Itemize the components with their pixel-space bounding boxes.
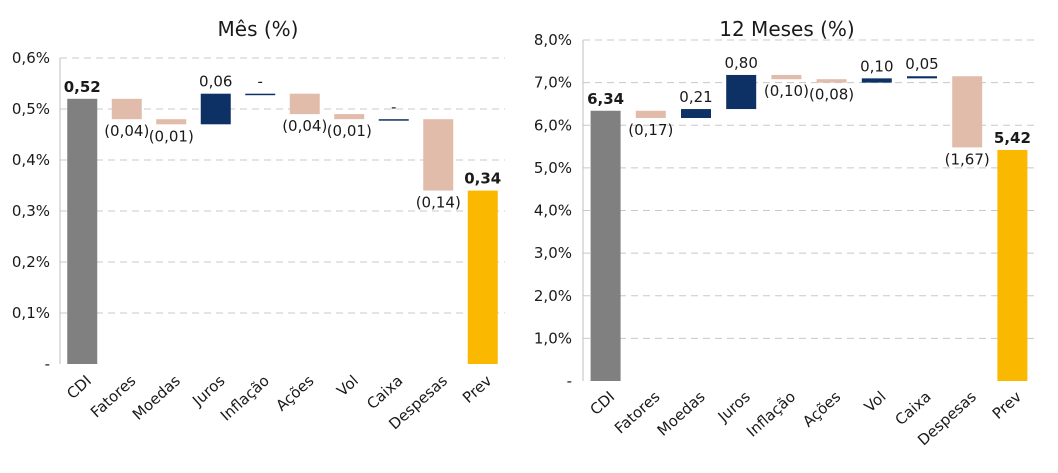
month-data-label: 0,34 bbox=[464, 170, 501, 188]
year-category-label: Ações bbox=[799, 387, 844, 430]
month-data-label: - bbox=[391, 98, 396, 116]
year-category-label: Prev bbox=[989, 388, 1025, 423]
year-bar-inflação bbox=[771, 74, 802, 80]
year-y-tick-label: 2,0% bbox=[534, 287, 572, 305]
year-data-label: (0,10) bbox=[764, 82, 809, 100]
year-bar-moedas bbox=[681, 109, 711, 119]
month-data-label: 0,52 bbox=[64, 78, 101, 96]
month-bar-ações bbox=[289, 93, 320, 115]
year-data-label: 0,10 bbox=[860, 57, 893, 75]
month-y-tick-label: 0,5% bbox=[12, 100, 50, 118]
year-y-tick-label: 5,0% bbox=[534, 159, 572, 177]
month-y-tick-label: - bbox=[45, 355, 50, 373]
month-bar-juros bbox=[200, 93, 231, 125]
year-data-label: 5,42 bbox=[994, 129, 1031, 147]
month-category-label: Prev bbox=[459, 372, 495, 407]
month-category-label: Juros bbox=[188, 371, 228, 410]
month-data-label: (0,01) bbox=[327, 122, 372, 140]
year-data-label: (1,67) bbox=[945, 150, 990, 168]
year-data-label: 0,21 bbox=[679, 88, 712, 106]
year-bar-prev bbox=[997, 149, 1028, 381]
year-category-label: Vol bbox=[861, 388, 890, 416]
month-y-tick-label: 0,2% bbox=[12, 253, 50, 271]
year-data-label: 6,34 bbox=[587, 90, 624, 108]
year-bar-cdi bbox=[590, 110, 621, 381]
month-y-tick-label: 0,6% bbox=[12, 49, 50, 67]
year-bar-vol bbox=[861, 78, 892, 83]
month-data-label: (0,04) bbox=[282, 117, 327, 135]
month-bar-prev bbox=[467, 190, 498, 364]
year-bar-caixa bbox=[907, 76, 937, 79]
year-y-tick-label: 6,0% bbox=[534, 116, 572, 134]
month-y-tick-label: 0,3% bbox=[12, 202, 50, 220]
month-category-label: Inflação bbox=[217, 372, 273, 425]
year-y-tick-label: 7,0% bbox=[534, 74, 572, 92]
year-y-tick-label: 4,0% bbox=[534, 202, 572, 220]
month-data-label: - bbox=[258, 73, 263, 91]
month-category-label: CDI bbox=[63, 372, 95, 403]
year-data-label: (0,17) bbox=[628, 121, 673, 139]
year-data-label: 0,05 bbox=[905, 55, 938, 73]
month-bar-fatores bbox=[111, 98, 142, 120]
month-bar-caixa bbox=[378, 119, 409, 121]
year-bar-ações bbox=[816, 79, 847, 83]
year-y-tick-label: 8,0% bbox=[534, 31, 572, 49]
month-bar-inflação bbox=[245, 93, 276, 96]
month-category-label: Ações bbox=[272, 371, 317, 414]
month-bar-cdi bbox=[67, 98, 98, 365]
month-data-label: (0,04) bbox=[104, 122, 149, 140]
year-category-label: CDI bbox=[587, 388, 619, 419]
month-data-label: (0,14) bbox=[416, 194, 461, 212]
year-category-label: Juros bbox=[714, 387, 754, 426]
year-category-label: Moedas bbox=[654, 387, 709, 439]
year-y-tick-label: - bbox=[567, 372, 572, 390]
year-bar-fatores bbox=[635, 110, 666, 119]
month-chart-title: Mês (%) bbox=[218, 17, 299, 41]
year-bar-juros bbox=[726, 74, 757, 110]
month-data-label: 0,06 bbox=[199, 73, 232, 91]
chart-12-months: 12 Meses (%) - 1,0% 2,0% 3,0% 4,0% 5,0% 6,0% 7,0… bbox=[534, 17, 1035, 449]
year-y-tick-label: 3,0% bbox=[534, 244, 572, 262]
month-category-label: Moedas bbox=[129, 371, 184, 423]
year-data-label: 0,80 bbox=[724, 54, 757, 72]
month-bar-vol bbox=[334, 114, 365, 120]
year-data-label: (0,08) bbox=[809, 86, 854, 104]
year-bar-despesas bbox=[952, 76, 983, 148]
month-data-label: (0,01) bbox=[149, 127, 194, 145]
year-y-tick-label: 1,0% bbox=[534, 329, 572, 347]
month-y-tick-label: 0,1% bbox=[12, 304, 50, 322]
chart-month: Mês (%) - 0,1% 0,2% 0,3% 0,4% 0,5% 0,6% 0,52 CDI (… bbox=[12, 17, 505, 433]
month-bar-despesas bbox=[423, 119, 454, 191]
year-chart-title: 12 Meses (%) bbox=[719, 17, 854, 41]
month-y-tick-label: 0,4% bbox=[12, 151, 50, 169]
year-category-label: Inflação bbox=[743, 388, 799, 441]
month-bar-moedas bbox=[156, 119, 187, 125]
month-category-label: Vol bbox=[333, 372, 362, 400]
